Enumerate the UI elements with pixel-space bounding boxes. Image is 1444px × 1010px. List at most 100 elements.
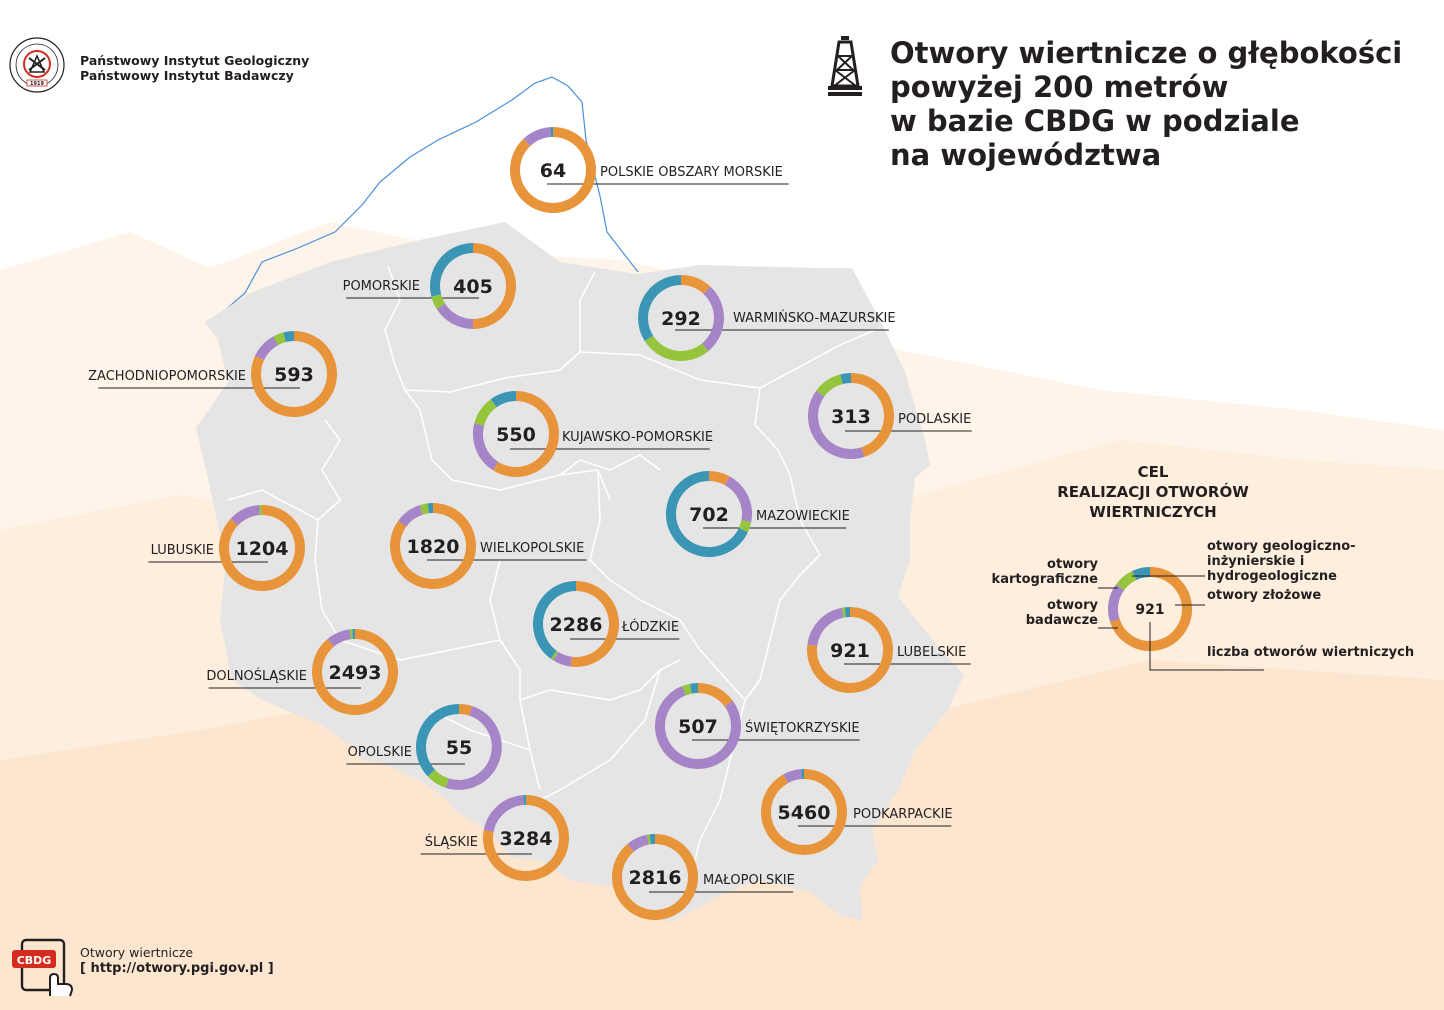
legend-pointer-count [1149, 622, 1264, 671]
title-line-3: w bazie CBDG w podziale [890, 104, 1300, 138]
donut-wielkopolskie-label: WIELKOPOLSKIE [480, 541, 584, 556]
donut-kujawsko-pomorskie: KUJAWSKO-POMORSKIE 550 [473, 391, 713, 477]
donut-warminsko-mazurskie: WARMIŃSKO-MAZURSKIE 292 [638, 275, 896, 361]
donut-podkarpackie-segment-0 [761, 769, 847, 855]
donut-wielkopolskie-segment-2 [419, 503, 429, 515]
donut-polskie-obszary-morskie-segment-0 [510, 127, 596, 213]
legend-donut-segment-0 [1110, 567, 1192, 651]
donut-lubuskie-segment-1 [230, 505, 261, 526]
donut-lubelskie-segment-0 [807, 607, 893, 693]
donut-kujawsko-pomorskie-segment-0 [492, 391, 559, 477]
donut-pomorskie-segment-1 [436, 303, 474, 329]
donut-mazowieckie-value: 702 [689, 504, 729, 526]
donut-kujawsko-pomorskie-segment-3 [490, 391, 517, 408]
donut-slaskie: ŚLĄSKIE 3284 [420, 795, 569, 881]
legend-label-kartograficzne: otwory kartograficzne [991, 557, 1098, 587]
cbdg-tablet-icon[interactable]: CBDG [10, 938, 76, 1000]
donut-pomorskie-label: POMORSKIE [343, 279, 420, 294]
logo-year: 1919 [30, 81, 44, 87]
donut-lubuskie: LUBUSKIE 1204 [148, 505, 305, 591]
donut-wielkopolskie-value: 1820 [407, 536, 460, 558]
donut-kujawsko-pomorskie-segment-2 [474, 399, 497, 427]
title-line-4: na województwa [890, 138, 1162, 172]
donut-lodzkie-label: ŁÓDZKIE [621, 619, 679, 635]
donut-zachodniopomorskie-segment-3 [283, 330, 295, 343]
donut-dolnoslaskie: DOLNOŚLĄSKIE 2493 [206, 629, 398, 715]
title-line-1: Otwory wiertnicze o głębokości [890, 36, 1403, 70]
footer-line-1: Otwory wiertnicze [80, 945, 194, 960]
donut-kujawsko-pomorskie-value: 550 [496, 424, 536, 446]
donut-lubelskie-label: LUBELSKIE [897, 645, 966, 660]
legend-label-geo-inz: otwory geologiczno-inżynierskie i hydrog… [1207, 539, 1356, 584]
legend-chart: 921 [1098, 567, 1264, 671]
donut-wielkopolskie: WIELKOPOLSKIE 1820 [390, 503, 587, 589]
footer-info: Otwory wiertnicze [ http://otwory.pgi.go… [80, 945, 274, 977]
donut-podkarpackie: PODKARPACKIE 5460 [761, 769, 953, 855]
pgi-logo: 1919 [9, 37, 65, 93]
donut-warminsko-mazurskie-segment-3 [638, 275, 682, 342]
donut-dolnoslaskie-segment-0 [312, 629, 398, 715]
donut-pomorskie-segment-3 [430, 243, 474, 297]
donut-swietokrzyskie-segment-1 [655, 686, 741, 769]
donut-mazowieckie-segment-1 [724, 476, 752, 523]
donut-zachodniopomorskie-segment-1 [255, 336, 279, 361]
donut-polskie-obszary-morskie-value: 64 [540, 160, 566, 182]
donut-zachodniopomorskie-segment-0 [251, 331, 337, 417]
donut-malopolskie-label: MAŁOPOLSKIE [703, 873, 795, 888]
donut-zachodniopomorskie-value: 593 [274, 364, 314, 386]
donut-podlaskie-segment-3 [840, 372, 852, 385]
maritime-boundary-line [209, 76, 639, 324]
donut-lubuskie-label: LUBUSKIE [151, 543, 214, 558]
donut-warminsko-mazurskie-value: 292 [661, 308, 701, 330]
donut-swietokrzyskie-segment-0 [697, 683, 733, 707]
donut-opolskie-label: OPOLSKIE [348, 745, 412, 760]
donut-opolskie-segment-2 [427, 769, 450, 788]
donut-swietokrzyskie-segment-3 [689, 682, 699, 694]
donut-zachodniopomorskie: ZACHODNIOPOMORSKIE 593 [88, 330, 337, 417]
donut-malopolskie-value: 2816 [629, 867, 682, 889]
donut-polskie-obszary-morskie: POLSKIE OBSZARY MORSKIE 64 [510, 127, 789, 213]
donut-slaskie-label: ŚLĄSKIE [425, 834, 478, 850]
donut-lubelskie-segment-1 [807, 607, 845, 647]
donut-podlaskie-segment-0 [850, 373, 894, 457]
donut-lodzkie-segment-3 [533, 581, 577, 659]
donut-pomorskie-segment-2 [431, 294, 446, 310]
legend-title: CEL REALIZACJI OTWORÓW WIERTNICZYCH [1000, 462, 1306, 522]
legend-label-count: liczba otworów wiertniczych [1207, 645, 1415, 660]
donut-swietokrzyskie-label: ŚWIĘTOKRZYSKIE [745, 720, 860, 736]
institute-line-2: Państwowy Instytut Badawczy [80, 68, 294, 83]
donut-lubuskie-value: 1204 [236, 538, 289, 560]
donut-dolnoslaskie-label: DOLNOŚLĄSKIE [206, 668, 307, 684]
donut-slaskie-segment-1 [483, 795, 525, 833]
institute-name: Państwowy Instytut Geologiczny Państwowy… [80, 53, 309, 83]
donut-mazowieckie-segment-0 [708, 471, 730, 486]
donut-dolnoslaskie-value: 2493 [329, 662, 382, 684]
donut-mazowieckie-label: MAZOWIECKIE [756, 509, 850, 524]
donut-podlaskie-segment-2 [816, 374, 844, 397]
donut-malopolskie-segment-1 [627, 834, 650, 852]
donut-zachodniopomorskie-segment-2 [273, 332, 286, 346]
legend-donut-value: 921 [1135, 602, 1164, 618]
donut-warminsko-mazurskie-segment-1 [701, 286, 724, 352]
legend-title-line-1: CEL [1137, 463, 1169, 481]
donut-lodzkie-segment-1 [552, 651, 573, 667]
donut-podkarpackie-label: PODKARPACKIE [853, 807, 953, 822]
donut-lodzkie-segment-0 [570, 581, 619, 667]
donut-warminsko-mazurskie-segment-2 [644, 335, 709, 361]
title-line-2: powyżej 200 metrów [890, 70, 1229, 104]
donut-podlaskie-label: PODLASKIE [898, 412, 971, 427]
donut-swietokrzyskie: ŚWIĘTOKRZYSKIE 507 [655, 682, 860, 769]
legend-title-line-2: REALIZACJI OTWORÓW [1057, 483, 1249, 501]
donut-pomorskie: POMORSKIE 405 [343, 243, 516, 329]
donut-opolskie-segment-1 [445, 706, 502, 790]
footer-link[interactable]: [ http://otwory.pgi.gov.pl ] [80, 961, 274, 976]
donut-dolnoslaskie-segment-1 [327, 629, 352, 647]
legend-donut-segment-2 [1116, 570, 1137, 591]
donut-podlaskie-value: 313 [831, 406, 871, 428]
donut-podkarpackie-value: 5460 [778, 802, 831, 824]
donut-mazowieckie: MAZOWIECKIE 702 [666, 471, 850, 557]
donut-podkarpackie-segment-1 [783, 769, 803, 784]
legend-donut-segment-3 [1132, 567, 1151, 581]
donut-mazowieckie-segment-3 [666, 471, 748, 557]
